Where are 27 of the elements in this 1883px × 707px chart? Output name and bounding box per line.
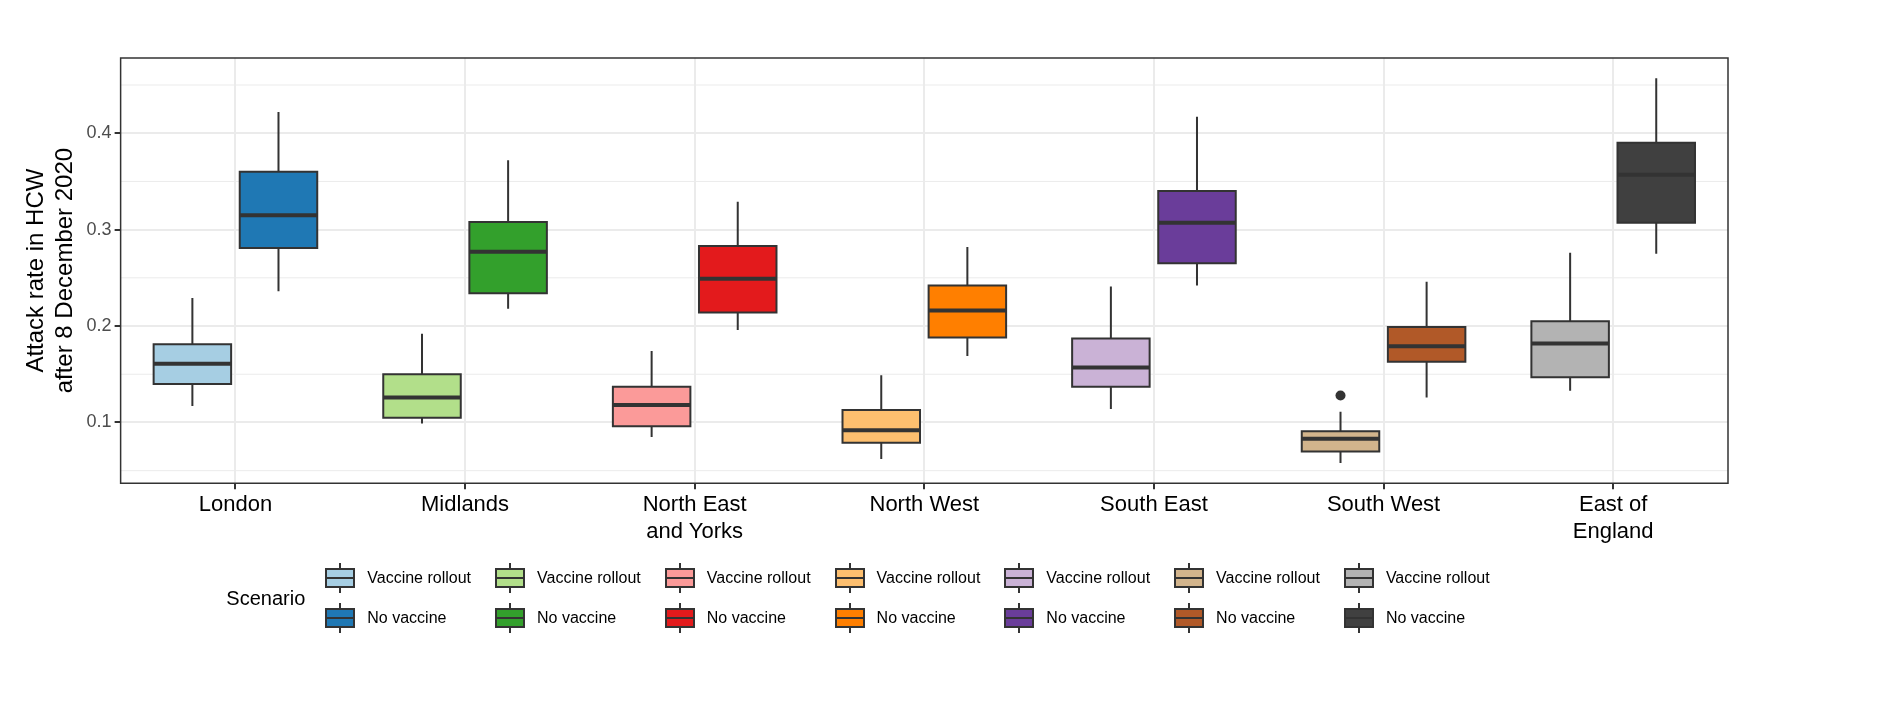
y-tick-label: 0.2	[86, 315, 112, 336]
legend-label: No vaccine	[1046, 609, 1126, 627]
y-tick-label: 0.4	[86, 122, 112, 143]
legend-label: No vaccine	[1216, 609, 1296, 627]
x-tick-label: North West	[869, 491, 980, 517]
legend-label: No vaccine	[367, 609, 447, 627]
legend-label: Vaccine rollout	[537, 569, 641, 587]
legend-label: No vaccine	[1385, 609, 1466, 627]
legend-label: Vaccine rollout	[1046, 569, 1151, 587]
legend-label: Vaccine rollout	[367, 569, 472, 587]
y-tick-label: 0.1	[86, 411, 112, 432]
legend-title: Scenario	[226, 586, 306, 610]
legend-label: Vaccine rollout	[1216, 569, 1320, 587]
legend-label: No vaccine	[876, 609, 956, 627]
legend-label: Vaccine rollout	[1385, 569, 1490, 587]
legend-label: Vaccine rollout	[706, 569, 811, 587]
x-tick-label: South East	[1100, 491, 1208, 517]
y-tick-label: 0.3	[86, 218, 112, 239]
x-tick-label: South West	[1326, 491, 1441, 517]
x-tick-label: Midlands	[421, 491, 510, 517]
y-axis-title: Attack rate in HCW after 8 December 2020	[21, 147, 77, 394]
x-tick-label: East of England	[1572, 491, 1654, 543]
legend-label: No vaccine	[537, 609, 617, 627]
legend-label: Vaccine rollout	[876, 569, 981, 587]
x-tick-label: North East and Yorks	[642, 491, 747, 543]
x-tick-label: London	[198, 491, 273, 517]
legend-label: No vaccine	[706, 609, 786, 627]
